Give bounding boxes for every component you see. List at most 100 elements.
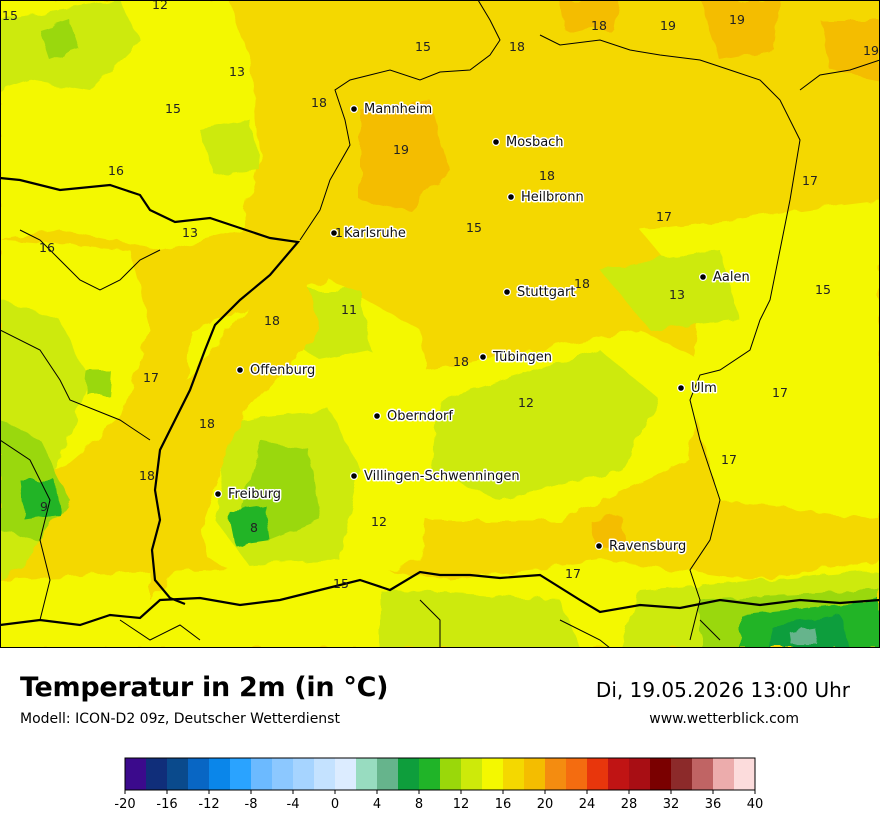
temperature-value: 12 [152, 0, 168, 12]
city-dot [698, 273, 707, 282]
legend-swatch [545, 758, 567, 790]
temperature-value: 17 [143, 370, 159, 385]
legend-tick-label: 20 [537, 797, 554, 812]
legend-swatch [188, 758, 210, 790]
city-marker: Stuttgart [503, 284, 577, 302]
temperature-value: 15 [415, 39, 431, 54]
temperature-value: 15 [466, 220, 482, 235]
legend-swatch [125, 758, 147, 790]
city-name: Karlsruhe [344, 226, 406, 241]
legend-swatch [209, 758, 231, 790]
legend-swatch [629, 758, 651, 790]
temperature-value: 18 [139, 468, 155, 483]
legend-swatch [650, 758, 672, 790]
temperature-value: 13 [229, 64, 245, 79]
legend-swatch [461, 758, 483, 790]
model-source: Modell: ICON-D2 09z, Deutscher Wetterdie… [20, 711, 340, 727]
temperature-field [0, 0, 880, 648]
city-name: Ulm [691, 381, 717, 396]
legend-tick-label: -4 [287, 797, 300, 812]
temperature-value: 17 [656, 209, 672, 224]
legend-swatch [587, 758, 609, 790]
legend-tick-label: -8 [245, 797, 258, 812]
legend-swatch [671, 758, 693, 790]
legend-swatch [293, 758, 315, 790]
city-marker: Villingen-Schwenningen [350, 468, 521, 486]
temperature-value: 13 [669, 287, 685, 302]
city-name: Ravensburg [609, 539, 686, 554]
legend-swatch [251, 758, 273, 790]
temperature-value: 19 [863, 43, 879, 58]
legend-tick-label: 12 [453, 797, 470, 812]
city-dot [594, 541, 603, 550]
temperature-value: 19 [729, 12, 745, 27]
city-marker: Ravensburg [594, 538, 688, 556]
city-name: Stuttgart [517, 285, 575, 300]
legend-swatch [230, 758, 252, 790]
city-marker: Offenburg [236, 362, 317, 380]
website-link[interactable]: www.wetterblick.com [649, 711, 799, 727]
city-dot [214, 490, 223, 499]
temperature-value: 18 [199, 416, 215, 431]
city-name: Villingen-Schwenningen [364, 469, 520, 484]
legend-tick-label: 32 [663, 797, 680, 812]
legend-swatch [608, 758, 630, 790]
temperature-value: 13 [182, 225, 198, 240]
city-name: Freiburg [228, 487, 281, 502]
temperature-value: 15 [2, 8, 18, 23]
city-dot [676, 384, 685, 393]
temperature-value: 15 [333, 576, 349, 591]
city-marker: Karlsruhe [330, 225, 407, 243]
temperature-value: 19 [393, 142, 409, 157]
legend-swatch [524, 758, 546, 790]
legend-swatch [398, 758, 420, 790]
city-dot [350, 472, 359, 481]
temperature-map: 12 15 15 18 18 19 19 19 13 15 18 19 16 18 17 17 16 13 18 15… [0, 0, 880, 648]
city-marker: Mannheim [350, 101, 434, 119]
legend-tick-label: 36 [705, 797, 722, 812]
temperature-value: 18 [311, 95, 327, 110]
temperature-value: 11 [341, 302, 357, 317]
city-name: Heilbronn [521, 190, 584, 205]
legend-tick-label: 0 [331, 797, 339, 812]
city-markers: Mannheim Mosbach Heilbronn Karlsruhe Stuttga… [214, 101, 751, 556]
legend-swatch [713, 758, 735, 790]
temperature-value: 16 [108, 163, 124, 178]
city-dot [479, 353, 488, 362]
legend-tick-label: -20 [114, 797, 135, 812]
legend-swatch [692, 758, 714, 790]
city-name: Aalen [713, 270, 750, 285]
temperature-value: 17 [772, 385, 788, 400]
temperature-value: 15 [165, 101, 181, 116]
temperature-value: 15 [815, 282, 831, 297]
temperature-value: 17 [802, 173, 818, 188]
temperature-value: 19 [660, 18, 676, 33]
temperature-value: 17 [721, 452, 737, 467]
temperature-value: 12 [371, 514, 387, 529]
legend-tick-label: 24 [579, 797, 596, 812]
legend-swatch [503, 758, 525, 790]
city-marker: Oberndorf [373, 408, 455, 426]
legend-tick-label: 16 [495, 797, 512, 812]
legend-swatch [440, 758, 462, 790]
forecast-datetime: Di, 19.05.2026 13:00 Uhr [595, 678, 850, 702]
city-name: Mannheim [364, 102, 432, 117]
city-marker: Tübingen [479, 349, 554, 367]
temperature-value: 18 [509, 39, 525, 54]
legend-swatch [482, 758, 504, 790]
legend-swatch [419, 758, 441, 790]
city-dot [236, 366, 245, 375]
city-name: Offenburg [250, 363, 315, 378]
city-dot [373, 412, 382, 421]
city-dot [330, 229, 339, 238]
city-dot [503, 288, 512, 297]
temperature-value: 18 [539, 168, 555, 183]
temperature-value: 12 [518, 395, 534, 410]
city-dot [492, 138, 501, 147]
legend-swatch [377, 758, 399, 790]
city-name: Tübingen [492, 350, 552, 365]
legend-swatch [566, 758, 588, 790]
legend-swatch [734, 758, 756, 790]
legend-tick-label: -16 [156, 797, 177, 812]
legend-tick-label: 40 [747, 797, 764, 812]
